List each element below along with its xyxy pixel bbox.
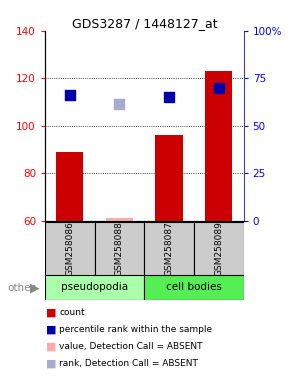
Bar xyxy=(56,152,84,221)
Point xyxy=(68,92,72,98)
Text: rank, Detection Call = ABSENT: rank, Detection Call = ABSENT xyxy=(59,359,198,368)
Text: GSM258086: GSM258086 xyxy=(65,221,74,275)
Text: ■: ■ xyxy=(46,342,56,352)
Point xyxy=(216,85,221,91)
Text: value, Detection Call = ABSENT: value, Detection Call = ABSENT xyxy=(59,342,203,351)
Text: GSM258087: GSM258087 xyxy=(165,221,174,275)
Text: cell bodies: cell bodies xyxy=(166,282,222,293)
Text: other: other xyxy=(7,283,35,293)
Text: GDS3287 / 1448127_at: GDS3287 / 1448127_at xyxy=(72,17,218,30)
Text: GSM258088: GSM258088 xyxy=(115,221,124,275)
Bar xyxy=(144,222,194,275)
Text: count: count xyxy=(59,308,85,318)
Bar xyxy=(144,275,244,300)
Bar xyxy=(205,71,232,221)
Text: ■: ■ xyxy=(46,308,56,318)
Bar xyxy=(45,222,95,275)
Point xyxy=(167,94,171,100)
Text: ■: ■ xyxy=(46,325,56,335)
Point xyxy=(117,101,122,108)
Text: ■: ■ xyxy=(46,359,56,369)
Bar xyxy=(155,135,183,221)
Text: GSM258089: GSM258089 xyxy=(214,221,223,275)
Bar xyxy=(95,222,144,275)
Bar xyxy=(45,275,144,300)
Bar xyxy=(194,222,244,275)
Text: percentile rank within the sample: percentile rank within the sample xyxy=(59,325,213,334)
Text: pseudopodia: pseudopodia xyxy=(61,282,128,293)
Text: ▶: ▶ xyxy=(30,281,40,294)
Bar xyxy=(106,218,133,221)
